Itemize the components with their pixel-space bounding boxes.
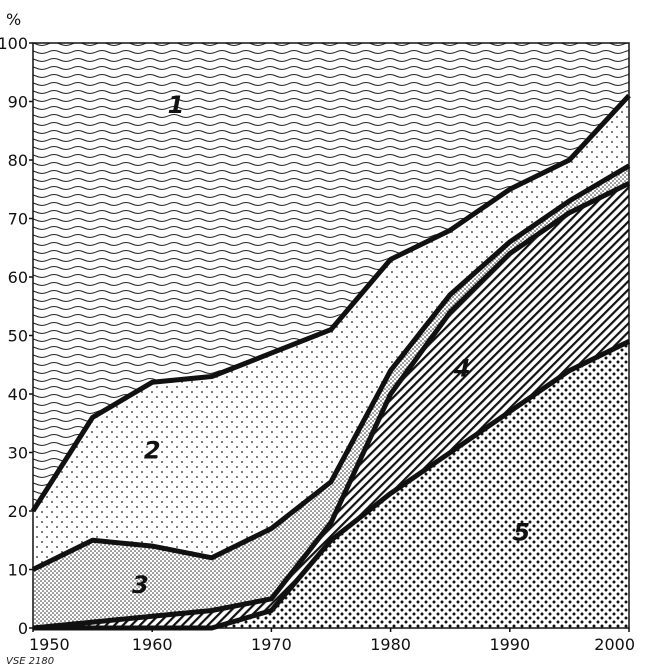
y-tick-label: 70 xyxy=(8,210,28,229)
region-4-area xyxy=(33,183,629,628)
x-tick-label: 1950 xyxy=(29,635,70,654)
region-2-area xyxy=(33,95,629,570)
x-axis-ticks: 1950 1960 1970 1980 1990 2000 xyxy=(29,628,635,654)
y-tick-label: 0 xyxy=(18,619,28,638)
y-tick-label: 100 xyxy=(0,34,28,53)
y-tick-label: 50 xyxy=(8,327,28,346)
region-5-area xyxy=(33,341,629,628)
region-1-area xyxy=(33,43,629,511)
region-label-1: 1 xyxy=(168,91,185,119)
boundary-line-4 xyxy=(32,181,631,631)
region-labels: 1 2 3 4 5 xyxy=(132,91,530,599)
x-tick-label: 1960 xyxy=(132,635,173,654)
region-label-2: 2 xyxy=(144,436,161,464)
y-axis-label: % xyxy=(6,10,21,29)
figure-caption: VSE 2180 xyxy=(6,656,54,667)
y-tick-label: 90 xyxy=(8,93,28,112)
region-label-5: 5 xyxy=(513,518,530,546)
region-label-4: 4 xyxy=(453,355,471,383)
boundary-line-3 xyxy=(31,163,631,572)
y-axis-ticks: 0 10 20 30 40 50 60 70 80 90 100 xyxy=(0,34,33,638)
y-tick-label: 60 xyxy=(8,268,28,287)
y-tick-label: 10 xyxy=(8,561,28,580)
x-tick-label: 1980 xyxy=(370,635,411,654)
x-tick-label: 1970 xyxy=(251,635,292,654)
region-label-3: 3 xyxy=(132,571,149,599)
x-tick-label: 1990 xyxy=(489,635,530,654)
y-tick-label: 80 xyxy=(8,151,28,170)
x-tick-label: 2000 xyxy=(594,635,635,654)
y-tick-label: 20 xyxy=(8,502,28,521)
boundary-line-2 xyxy=(30,93,631,513)
y-tick-label: 30 xyxy=(8,444,28,463)
y-tick-label: 40 xyxy=(8,385,28,404)
